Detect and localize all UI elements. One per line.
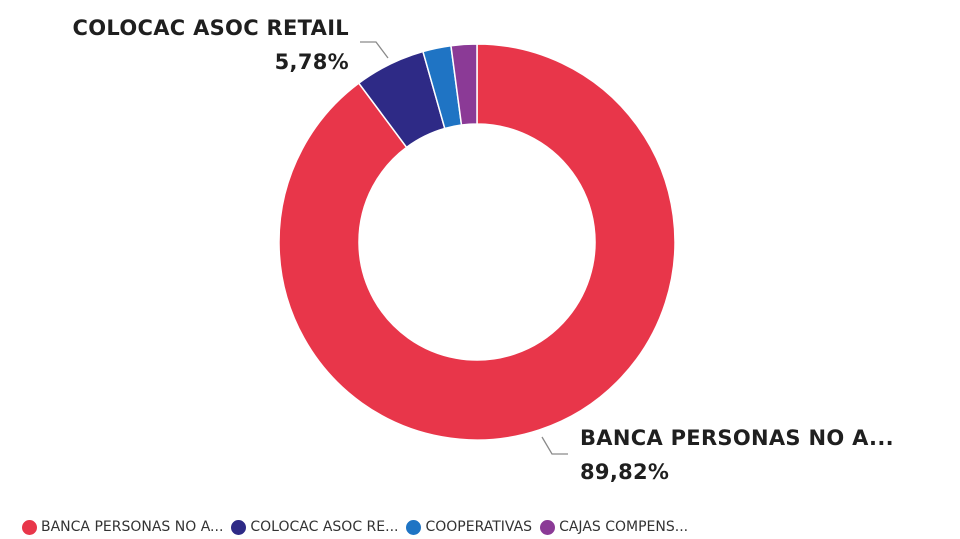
legend-swatch-banca [22,519,37,535]
callout-line-banca [541,436,568,455]
legend-item-cooperativas[interactable]: COOPERATIVAS [406,519,532,535]
legend-swatch-cajas [540,519,556,535]
legend-item-cajas[interactable]: CAJAS COMPENS... [540,519,688,535]
callout-category-banca: BANCA PERSONAS NO A... [580,426,894,450]
legend-swatch-colocac [231,519,247,535]
legend-swatch-cooperativas [406,519,422,535]
legend-label-cajas: CAJAS COMPENS... [559,519,689,535]
callout-line-colocac [360,41,389,59]
slice-cajas[interactable] [450,43,478,126]
callout-value-colocac: 5,78% [275,50,349,74]
donut-slices [278,43,676,441]
chart-legend: BANCA PERSONAS NO A... COLOCAC ASOC RE..… [22,516,696,538]
callout-value-banca: 89,82% [580,460,669,484]
legend-label-colocac: COLOCAC ASOC RE... [250,519,399,535]
legend-item-colocac[interactable]: COLOCAC ASOC RE... [231,519,398,535]
callout-category-colocac: COLOCAC ASOC RETAIL [73,16,349,40]
legend-label-cooperativas: COOPERATIVAS [425,519,533,535]
legend-label-banca: BANCA PERSONAS NO A... [41,519,224,535]
slice-banca[interactable] [278,43,676,441]
legend-item-banca[interactable]: BANCA PERSONAS NO A... [22,519,223,535]
